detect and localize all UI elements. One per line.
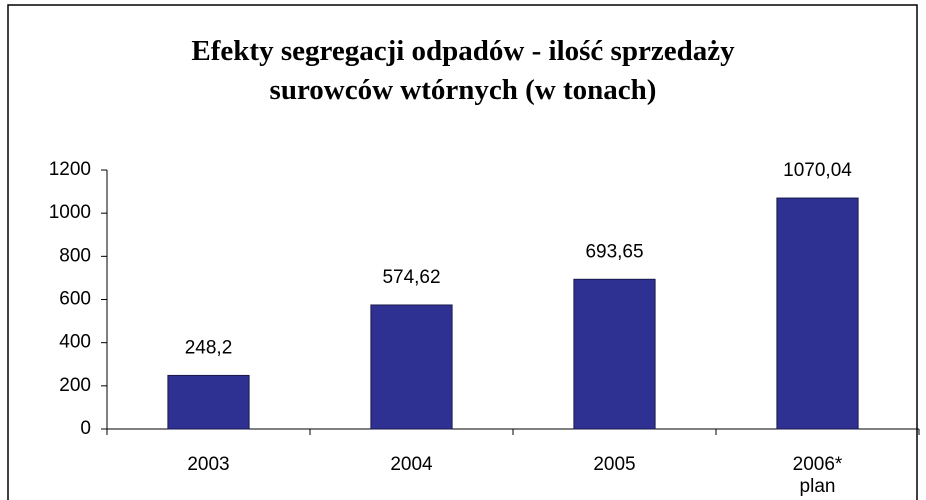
data-label: 1070,04 xyxy=(783,160,852,181)
y-tick-label: 0 xyxy=(80,418,91,439)
data-label: 693,65 xyxy=(585,241,643,262)
bar xyxy=(167,374,250,430)
y-tick-label: 800 xyxy=(59,245,91,266)
y-tick-label: 1000 xyxy=(49,202,91,223)
y-tick-label: 600 xyxy=(59,289,91,310)
data-label: 248,2 xyxy=(185,337,233,358)
chart-title: Efekty segregacji odpadów - ilość sprzed… xyxy=(191,35,735,106)
frame xyxy=(7,4,918,500)
x-tick-label: 2003 xyxy=(187,454,230,475)
y-tick-label: 400 xyxy=(59,332,91,353)
y-tick-label: 1200 xyxy=(49,159,91,180)
bar xyxy=(776,197,859,430)
x-tick-label: 2006* plan xyxy=(792,454,843,497)
y-tick-label: 200 xyxy=(59,375,91,396)
x-tick-label: 2004 xyxy=(390,454,433,475)
data-label: 574,62 xyxy=(382,267,440,288)
bar xyxy=(370,304,453,430)
x-tick-label: 2005 xyxy=(593,454,636,475)
bar xyxy=(573,278,656,430)
